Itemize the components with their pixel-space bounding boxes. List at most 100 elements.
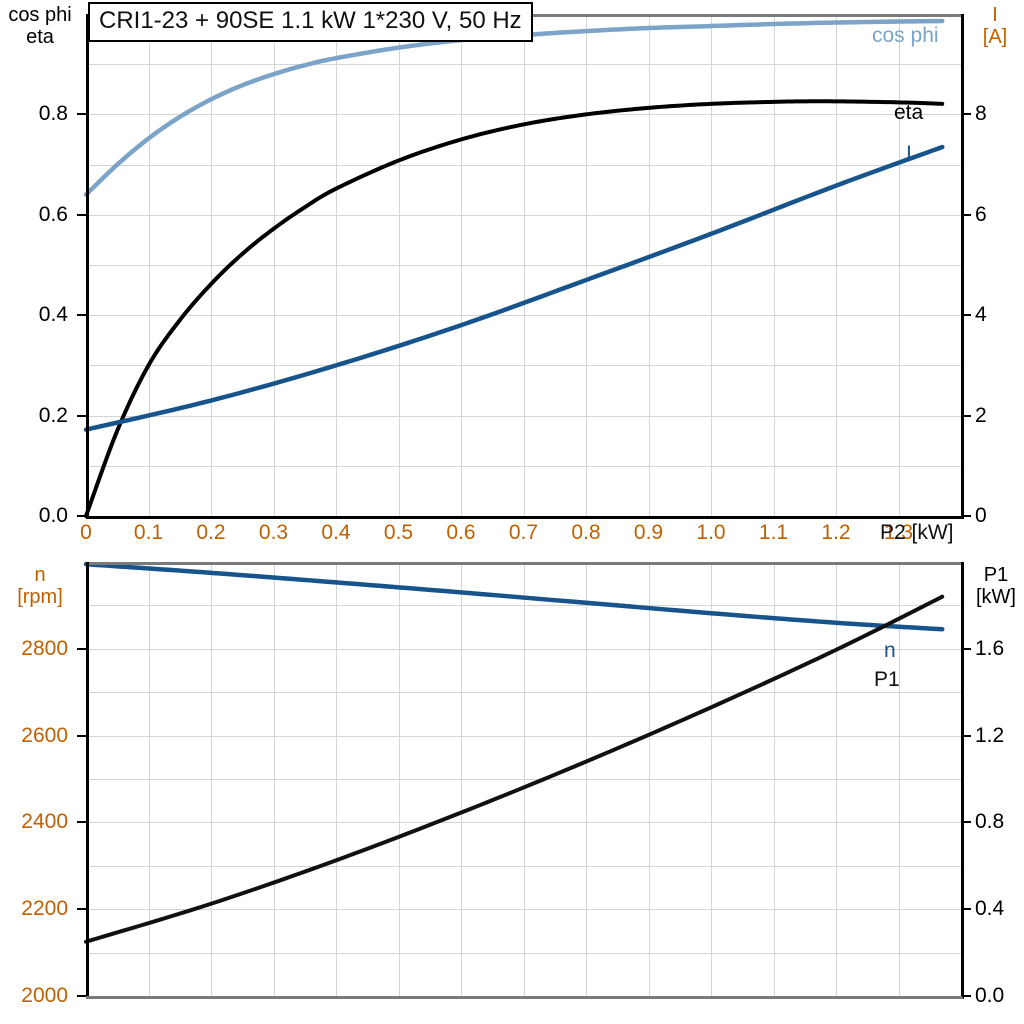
gridline-horizontal (86, 605, 961, 606)
axis-tick-label: 8 (975, 102, 987, 126)
gridline-horizontal (86, 692, 961, 693)
top-plot-bottom-axis (86, 516, 963, 519)
axis-tick-label: 0 (80, 521, 92, 544)
bottom-plot-right-axis (961, 562, 964, 999)
axis-tick (77, 414, 86, 417)
bottom-right-axis-title-line1: P1 (983, 564, 1009, 586)
axis-tick-label: 2 (975, 403, 987, 427)
axis-tick (77, 995, 86, 997)
axis-tick-label: 0.4 (975, 897, 1005, 921)
axis-tick-label: 1.1 (758, 521, 789, 544)
gridline-horizontal (86, 866, 961, 867)
bottom-left-axis-title-line1: n (34, 564, 46, 586)
bottom-chart-panel: n [rpm] P1 [kW] 2000 2200 2400 2600 2800 0.0… (0, 556, 1024, 1024)
axis-tick (962, 113, 971, 116)
gridline-horizontal (86, 909, 961, 910)
current-curve-label: I (906, 142, 912, 165)
top-plot-area (83, 14, 963, 518)
bottom-plot-frame-bottom (86, 996, 963, 999)
axis-tick-label: 2200 (21, 897, 68, 921)
top-x-axis-title: P2 [kW] (880, 521, 954, 544)
bottom-curves (83, 561, 945, 944)
axis-tick (77, 515, 86, 517)
top-right-axis-title-line1: I (992, 4, 998, 26)
top-plot-left-axis (86, 14, 89, 519)
bottom-left-axis-title-line2: [rpm] (17, 586, 63, 609)
top-chart-panel: cos phi eta I [A] CRI1-23 + 90SE 1.1 kW … (0, 2, 1022, 544)
cos-phi-curve (83, 18, 945, 197)
axis-tick-label: 1.3 (883, 521, 914, 544)
top-right-axis-title: I [A] (968, 4, 1022, 49)
gridline-horizontal (86, 649, 961, 650)
axis-tick (77, 314, 86, 317)
axis-tick-label: 0.4 (38, 303, 68, 327)
axis-tick-label: 0.7 (508, 521, 539, 544)
axis-tick (962, 995, 971, 997)
bottom-plot-frame-top (86, 562, 963, 565)
speed-curve-label: n (884, 639, 896, 662)
axis-tick-label: 1.0 (696, 521, 726, 544)
gridline-horizontal (86, 114, 961, 115)
axis-tick-label: 0.5 (383, 521, 414, 544)
axis-tick-label: 0.0 (975, 984, 1005, 1007)
axis-tick-label: 0.8 (571, 521, 601, 544)
axis-tick-label: 4 (975, 303, 987, 327)
axis-tick (962, 213, 971, 216)
gridline-horizontal (86, 953, 961, 954)
axis-tick-label: 0.2 (196, 521, 226, 544)
axis-tick-label: 6 (975, 202, 987, 226)
axis-tick (77, 908, 86, 911)
gridline-horizontal (86, 315, 961, 316)
p1-curve (84, 594, 945, 944)
axis-tick-label: 1.2 (975, 723, 1005, 747)
axis-tick (77, 213, 86, 216)
eta-curve-label: eta (894, 101, 924, 124)
bottom-plot-area (83, 561, 963, 996)
axis-tick (962, 414, 971, 417)
p1-curve-label: P1 (874, 668, 900, 691)
axis-tick-label: 2400 (21, 810, 68, 834)
axis-tick-label: 2600 (21, 723, 68, 747)
gridline-horizontal (86, 736, 961, 737)
axis-tick (77, 734, 86, 737)
gridline-horizontal (86, 466, 961, 467)
gridline-horizontal (86, 265, 961, 266)
gridline-horizontal (86, 416, 961, 417)
gridline-horizontal (86, 165, 961, 166)
top-plot-right-axis (961, 14, 964, 519)
axis-tick (77, 113, 86, 116)
cos-phi-curve-label: cos phi (872, 24, 939, 47)
axis-tick (962, 515, 971, 517)
gridline-horizontal (86, 822, 961, 823)
axis-tick (962, 908, 971, 911)
axis-tick-label: 0.4 (321, 521, 351, 544)
top-left-axis-title: cos phi eta (0, 4, 80, 49)
speed-curve (83, 561, 945, 632)
gridline-horizontal (86, 779, 961, 780)
eta-curve (84, 99, 945, 518)
axis-tick-label: 2800 (21, 636, 68, 660)
axis-tick-label: 0.9 (633, 521, 664, 544)
axis-tick (77, 821, 86, 824)
axis-tick-label: 1.6 (975, 636, 1005, 660)
top-curves (83, 18, 945, 518)
axis-tick (77, 647, 86, 650)
gridline-horizontal (86, 215, 961, 216)
bottom-right-axis-title-line2: [kW] (976, 586, 1016, 609)
gridline-horizontal (86, 365, 961, 366)
axis-tick-label: 0.1 (133, 521, 164, 544)
bottom-plot-left-axis (86, 562, 89, 999)
axis-tick-label: 0.8 (975, 810, 1005, 834)
bottom-left-axis-title: n [rpm] (0, 564, 80, 609)
axis-tick-label: 2000 (21, 984, 68, 1007)
top-left-axis-title-line1: cos phi (8, 4, 72, 26)
axis-tick (962, 734, 971, 737)
axis-tick-label: 0.3 (258, 521, 289, 544)
axis-tick (962, 821, 971, 824)
bottom-right-axis-title: P1 [kW] (968, 564, 1024, 609)
axis-tick-label: 0.2 (38, 403, 68, 427)
axis-tick-label: 0.0 (38, 504, 68, 527)
axis-tick (962, 647, 971, 650)
axis-tick-label: 0.8 (38, 102, 68, 126)
